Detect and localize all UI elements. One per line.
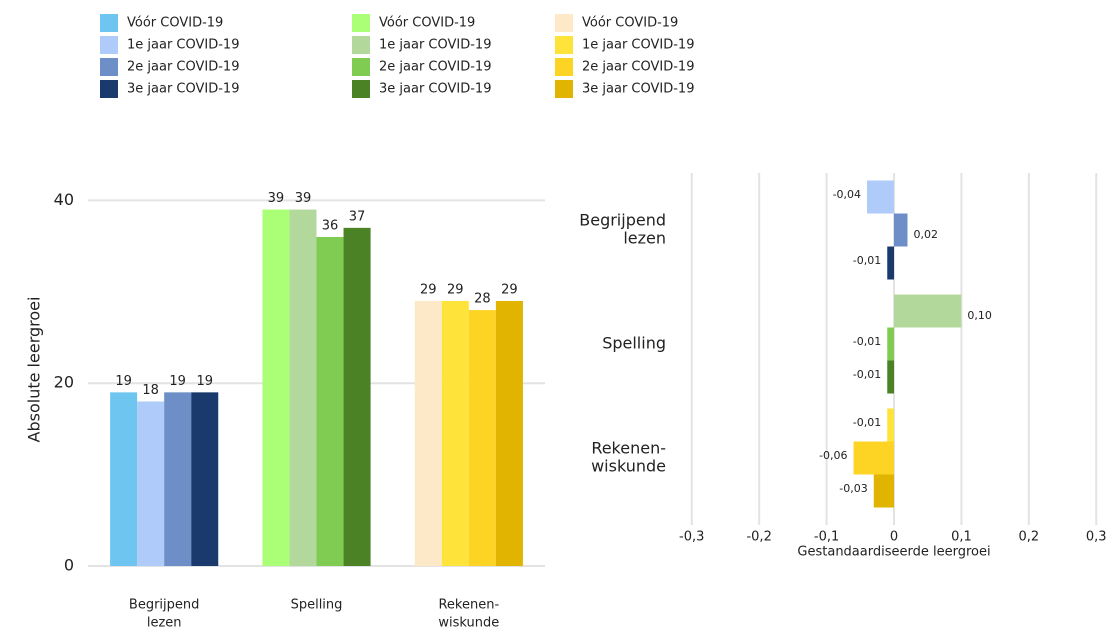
x-tick-label: Begrijpend xyxy=(129,598,199,613)
legend-swatch xyxy=(555,36,573,54)
y-tick-label: wiskunde xyxy=(591,457,666,476)
y-axis-label: Absolute leergroei xyxy=(25,297,44,443)
x-tick-label: Spelling xyxy=(291,598,343,613)
legend-swatch xyxy=(352,58,370,76)
bar xyxy=(468,310,496,566)
x-axis-label: Gestandaardiseerde leergroei xyxy=(797,545,990,560)
x-tick-label: 0,1 xyxy=(951,530,972,545)
bar xyxy=(316,236,344,566)
x-tick-label: 0,2 xyxy=(1018,530,1039,545)
bar-value-label: 19 xyxy=(169,374,186,389)
bar-value-label: 39 xyxy=(295,191,312,206)
bar-value-label: -0,04 xyxy=(833,188,861,201)
x-tick-label: -0,2 xyxy=(746,530,771,545)
y-tick-label: Begrijpend xyxy=(579,211,666,230)
legend-swatch xyxy=(100,14,118,32)
bar-value-label: -0,01 xyxy=(853,368,881,381)
bar xyxy=(887,246,894,280)
bar-value-label: 19 xyxy=(115,374,132,389)
legend-swatch xyxy=(100,36,118,54)
bar xyxy=(441,300,469,566)
x-tick-label: Rekenen- xyxy=(438,598,499,613)
bar-value-label: 0,10 xyxy=(967,309,992,322)
bar xyxy=(894,294,962,328)
x-tick-label: 0,3 xyxy=(1086,530,1106,545)
legend-label: 3e jaar COVID-19 xyxy=(127,82,239,97)
bar-value-label: 29 xyxy=(420,282,437,297)
y-tick-label: lezen xyxy=(623,229,666,248)
bar xyxy=(853,441,894,475)
bar-value-label: 36 xyxy=(322,218,339,233)
y-tick-label: 0 xyxy=(64,556,74,575)
bar-value-label: -0,01 xyxy=(853,254,881,267)
x-tick-label: 0 xyxy=(890,530,898,545)
bar xyxy=(262,209,290,566)
bar xyxy=(137,401,165,566)
legend-label: 1e jaar COVID-19 xyxy=(582,38,694,53)
bar xyxy=(414,300,442,566)
bar xyxy=(191,392,219,566)
legend-label: Vóór COVID-19 xyxy=(127,16,223,31)
bar-value-label: 29 xyxy=(447,282,464,297)
bar-value-label: -0,06 xyxy=(819,449,847,462)
bar xyxy=(873,474,894,508)
legend-swatch xyxy=(100,80,118,98)
legend-label: 2e jaar COVID-19 xyxy=(582,60,694,75)
legend-label: 2e jaar COVID-19 xyxy=(379,60,491,75)
bar xyxy=(343,227,371,566)
bar xyxy=(867,180,894,214)
bar xyxy=(289,209,317,566)
bar-value-label: 18 xyxy=(142,383,159,398)
legend-label: Vóór COVID-19 xyxy=(582,16,678,31)
y-tick-label: 20 xyxy=(54,373,74,392)
bar xyxy=(887,327,894,361)
bar-value-label: 29 xyxy=(501,282,518,297)
legend-swatch xyxy=(352,36,370,54)
y-tick-label: Spelling xyxy=(602,334,666,353)
legend-label: 1e jaar COVID-19 xyxy=(127,38,239,53)
bar-value-label: 39 xyxy=(268,191,285,206)
legend-label: 3e jaar COVID-19 xyxy=(379,82,491,97)
legend-swatch xyxy=(100,58,118,76)
bar xyxy=(894,213,908,247)
legend-label: 3e jaar COVID-19 xyxy=(582,82,694,97)
legend-label: 1e jaar COVID-19 xyxy=(379,38,491,53)
bar-value-label: -0,03 xyxy=(839,482,867,495)
bar xyxy=(887,408,894,442)
bar-value-label: 37 xyxy=(349,209,366,224)
bar-value-label: -0,01 xyxy=(853,416,881,429)
y-tick-label: 40 xyxy=(54,190,74,209)
legend-label: 2e jaar COVID-19 xyxy=(127,60,239,75)
legend-swatch xyxy=(555,58,573,76)
legend-swatch xyxy=(555,80,573,98)
legend-swatch xyxy=(352,80,370,98)
bar-value-label: -0,01 xyxy=(853,335,881,348)
legend-swatch xyxy=(352,14,370,32)
bar xyxy=(495,300,523,566)
x-tick-label: -0,1 xyxy=(814,530,839,545)
bar xyxy=(164,392,192,566)
x-tick-label: -0,3 xyxy=(679,530,704,545)
legend-label: Vóór COVID-19 xyxy=(379,16,475,31)
y-tick-label: Rekenen- xyxy=(591,439,666,458)
bar-value-label: 0,02 xyxy=(913,228,938,241)
bar xyxy=(887,360,894,394)
x-tick-label: wiskunde xyxy=(438,616,499,631)
legend-swatch xyxy=(555,14,573,32)
bar-value-label: 28 xyxy=(474,292,491,307)
x-tick-label: lezen xyxy=(147,616,182,631)
bar-value-label: 19 xyxy=(196,374,213,389)
bar xyxy=(110,392,138,566)
